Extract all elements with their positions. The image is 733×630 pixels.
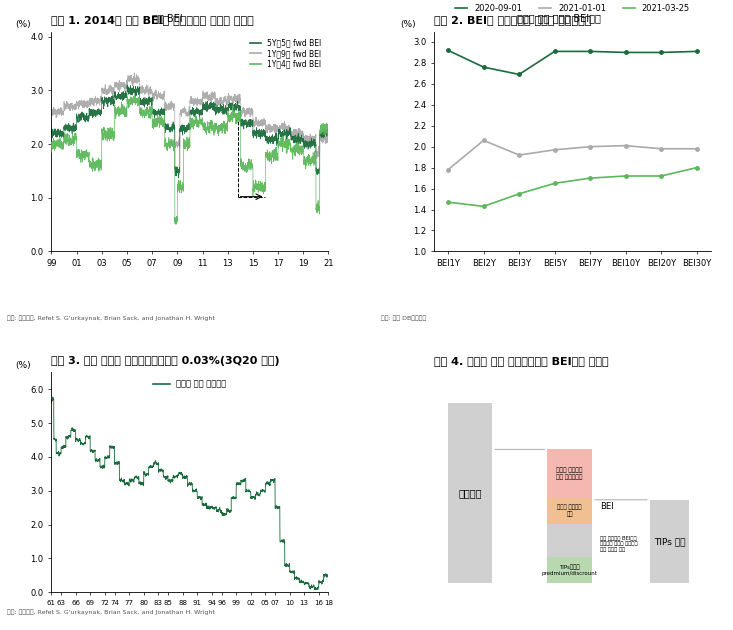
Legend: 미국의 실질 중립금리: 미국의 실질 중립금리: [150, 377, 230, 392]
Bar: [448, 403, 492, 583]
Text: 날짜에 따른 테너별 BEI커브: 날짜에 따른 테너별 BEI커브: [517, 13, 600, 23]
Text: (%): (%): [400, 20, 416, 30]
Text: 선도 BEI: 선도 BEI: [152, 13, 183, 23]
Bar: [650, 500, 689, 583]
Text: 인플레 불확실성
보상: 인플레 불확실성 보상: [557, 505, 582, 517]
Text: 명목금리: 명목금리: [458, 488, 482, 498]
Text: (%): (%): [15, 361, 31, 370]
Text: TIPs유동성
predmium/discrount: TIPs유동성 predmium/discrount: [542, 564, 597, 576]
Legend: 5Y후5년 fwd BEI, 1Y후9년 fwd BEI, 1Y후4년 fwd BEI: 5Y후5년 fwd BEI, 1Y후9년 fwd BEI, 1Y후4년 fwd …: [247, 35, 325, 71]
Text: 도표 3. 현재 미국의 실질자연이자율은 0.03%(3Q20 기준): 도표 3. 현재 미국의 실질자연이자율은 0.03%(3Q20 기준): [51, 356, 280, 366]
Text: (%): (%): [15, 20, 31, 30]
Bar: [548, 498, 592, 524]
Text: 도표 1. 2014년 이후 BEI의 기간구조가 급속히 평탄화: 도표 1. 2014년 이후 BEI의 기간구조가 급속히 평탄화: [51, 15, 254, 25]
Text: 자료: 뉴욕연준, Refet S. G'urkaynak, Brian Sack, and Jonathan H. Wright: 자료: 뉴욕연준, Refet S. G'urkaynak, Brian Sac…: [7, 610, 216, 616]
Bar: [548, 557, 592, 583]
Text: 도표 4. 시장의 실제 기대인플레는 BEI와는 다르다: 도표 4. 시장의 실제 기대인플레는 BEI와는 다르다: [434, 356, 608, 366]
Text: 시장이 예상하는
실제 기대인플레: 시장이 예상하는 실제 기대인플레: [556, 467, 583, 479]
Bar: [548, 449, 592, 498]
Text: 실제 인플레에 BEI간의
예측값이 달라질 가능성에
따른 리스크 보상: 실제 인플레에 BEI간의 예측값이 달라질 가능성에 따른 리스크 보상: [600, 536, 638, 552]
Text: BEI: BEI: [600, 502, 614, 511]
Text: TIPs 금리: TIPs 금리: [654, 537, 685, 546]
Text: 자료: 뉴욕연준, Refet S. G'urkaynak, Brian Sack, and Jonathan H. Wright: 자료: 뉴욕연준, Refet S. G'urkaynak, Brian Sac…: [7, 316, 216, 321]
Text: 자료: 연준 DB금융투자: 자료: 연준 DB금융투자: [381, 316, 427, 321]
Bar: [548, 524, 592, 557]
Legend: 2020-09-01, 2021-01-01, 2021-03-25: 2020-09-01, 2021-01-01, 2021-03-25: [452, 1, 693, 16]
Text: 도표 2. BEI의 기간구조는 오히려 역전되었다: 도표 2. BEI의 기간구조는 오히려 역전되었다: [434, 15, 592, 25]
